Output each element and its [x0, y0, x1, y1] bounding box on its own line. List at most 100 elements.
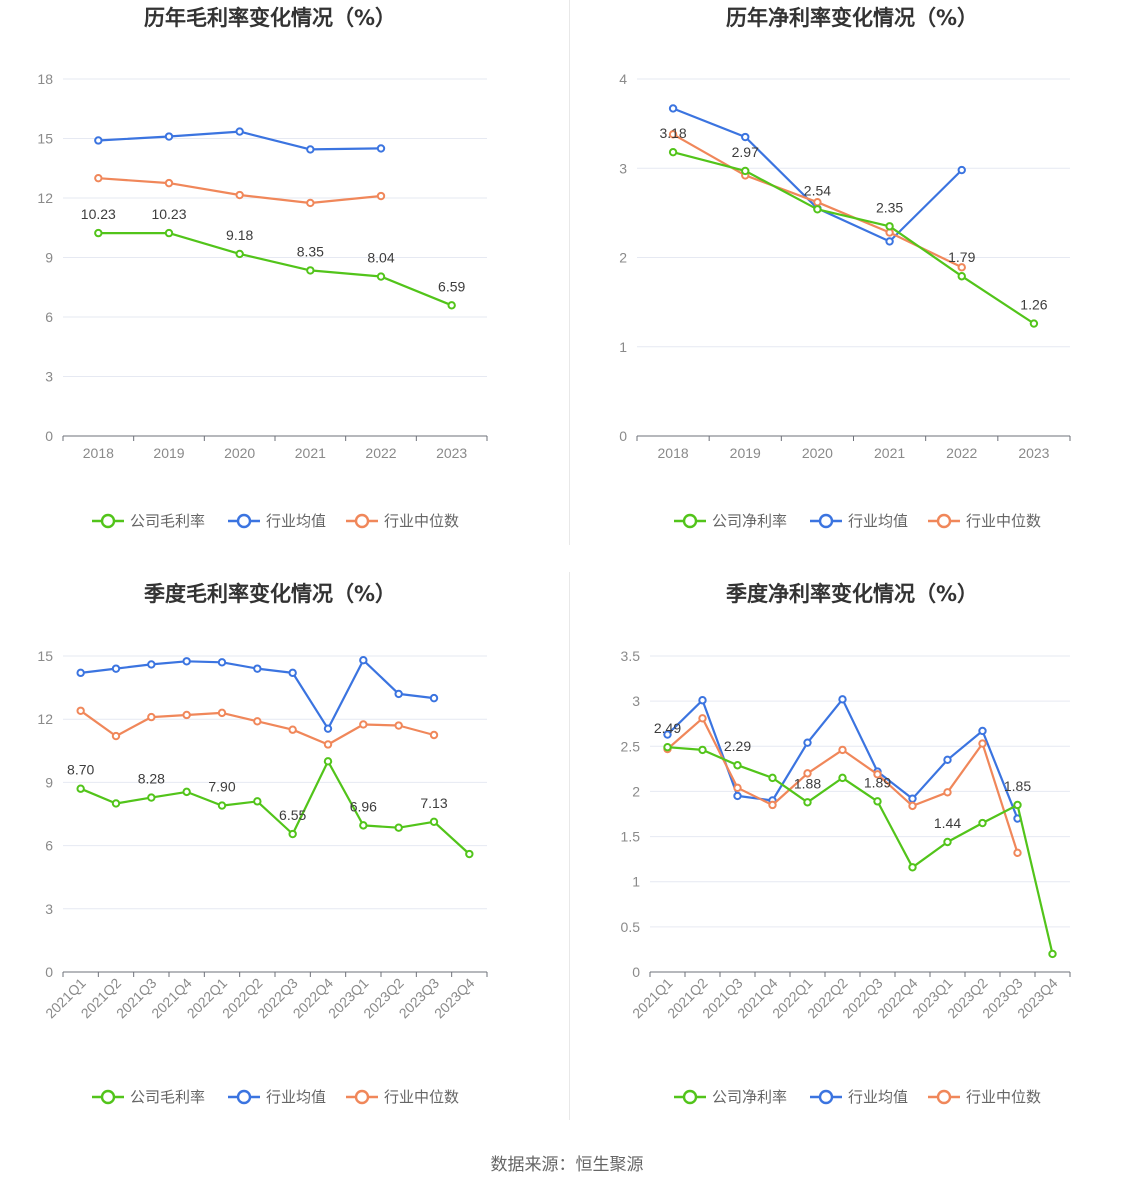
data-point-industry-median — [768, 800, 777, 810]
series-line-company — [80, 760, 471, 855]
data-point-industry-median — [147, 712, 156, 722]
data-label: 8.35 — [297, 243, 324, 259]
y-tick-label: 12 — [37, 190, 53, 206]
legend-label: 行业均值 — [266, 513, 326, 530]
data-point-industry-avg — [908, 794, 917, 803]
data-label: 10.23 — [81, 206, 116, 222]
legend-item-industry-median: 行业中位数 — [928, 1089, 1041, 1106]
x-tick-label: 2023Q4 — [431, 975, 478, 1022]
series-line-industry-avg — [672, 107, 963, 243]
data-point-company — [698, 745, 707, 755]
series-line-industry-median — [80, 709, 435, 746]
data-point-company — [376, 272, 386, 281]
data-label: 6.55 — [279, 807, 306, 823]
data-point-industry-median — [306, 198, 315, 208]
data-label: 1.88 — [794, 775, 821, 791]
data-point-company — [76, 784, 85, 793]
y-tick-label: 1 — [619, 339, 627, 355]
legend-item-company: 公司净利率 — [674, 513, 787, 530]
legend-label: 公司净利率 — [712, 513, 787, 530]
data-point-company — [803, 798, 812, 807]
data-point-industry-median — [733, 783, 742, 793]
data-point-company — [838, 773, 847, 783]
y-tick-label: 1 — [632, 874, 640, 890]
y-tick-label: 2 — [632, 783, 640, 799]
y-tick-label: 0 — [619, 428, 627, 444]
x-tick-label: 2022 — [365, 445, 396, 461]
y-tick-label: 18 — [37, 71, 53, 87]
data-point-company — [429, 817, 439, 826]
y-tick-label: 0 — [45, 428, 53, 444]
data-point-company — [182, 787, 191, 797]
y-tick-label: 3 — [45, 901, 53, 917]
data-label: 7.90 — [208, 779, 235, 795]
data-label: 2.35 — [876, 199, 903, 215]
data-point-company — [359, 821, 368, 830]
legend-item-industry-median: 行业中位数 — [346, 1089, 459, 1106]
legend-label: 行业均值 — [848, 1089, 908, 1106]
data-point-industry-avg — [182, 657, 191, 666]
data-point-company — [733, 761, 742, 770]
chart-title: 季度净利率变化情况（%） — [726, 582, 978, 606]
x-tick-label: 2021 — [295, 445, 326, 461]
series-line-industry-median — [98, 177, 382, 205]
data-point-company — [668, 147, 678, 157]
legend-marker-icon — [818, 1089, 834, 1105]
data-point-industry-median — [217, 708, 227, 718]
data-point-industry-avg — [885, 237, 894, 246]
data-label: 6.59 — [438, 278, 465, 294]
legend-label: 行业中位数 — [966, 513, 1041, 530]
data-point-company — [957, 272, 966, 281]
data-point-company — [253, 797, 262, 806]
legend-marker-icon — [354, 1089, 370, 1105]
data-point-industry-median — [908, 801, 917, 811]
y-tick-label: 2 — [619, 250, 627, 266]
x-tick-label: 2018 — [658, 445, 689, 461]
legend-item-industry-median: 行业中位数 — [928, 513, 1041, 530]
chart-title: 历年净利率变化情况（%） — [726, 6, 978, 30]
data-point-industry-median — [288, 725, 297, 734]
legend-marker-icon — [236, 1089, 252, 1105]
data-point-company — [908, 863, 917, 872]
data-point-company — [323, 757, 333, 766]
series-line-company — [98, 232, 453, 307]
legend-item-industry-median: 行业中位数 — [346, 513, 459, 530]
data-point-industry-avg — [94, 136, 103, 145]
data-point-industry-avg — [217, 658, 227, 667]
data-point-industry-avg — [957, 165, 966, 175]
data-point-industry-avg — [323, 724, 333, 733]
y-tick-label: 3 — [45, 369, 53, 385]
data-point-company — [873, 797, 882, 806]
data-point-company — [111, 799, 121, 808]
chart-title: 历年毛利率变化情况（%） — [144, 6, 396, 30]
data-point-industry-median — [873, 770, 882, 779]
legend-marker-icon — [236, 513, 252, 529]
data-point-industry-median — [1013, 848, 1022, 858]
quarterly-net-margin-chart: 季度净利率变化情况（%）00.511.522.533.52021Q12021Q2… — [621, 582, 1071, 1106]
data-point-industry-avg — [698, 696, 707, 705]
data-point-company — [741, 166, 750, 176]
data-point-industry-avg — [668, 104, 678, 113]
data-label: 9.18 — [226, 227, 253, 243]
data-point-company — [465, 849, 474, 859]
data-label: 2.49 — [654, 720, 681, 736]
y-tick-label: 6 — [45, 309, 53, 325]
y-tick-label: 2.5 — [621, 738, 641, 754]
data-point-company — [663, 742, 672, 752]
data-point-company — [978, 818, 987, 828]
data-point-company — [394, 823, 403, 832]
legend-label: 公司毛利率 — [130, 1089, 205, 1106]
data-point-industry-median — [429, 730, 439, 740]
x-tick-label: 2018 — [83, 445, 114, 461]
legend-item-company: 公司毛利率 — [92, 1089, 205, 1106]
data-point-industry-avg — [76, 668, 85, 678]
data-label: 2.29 — [724, 738, 751, 754]
data-point-industry-median — [394, 721, 403, 730]
legend-item-industry-avg: 行业均值 — [228, 513, 326, 530]
data-point-industry-median — [359, 720, 368, 729]
data-label: 7.13 — [420, 795, 447, 811]
legend-label: 行业中位数 — [384, 513, 459, 530]
data-point-industry-median — [838, 745, 847, 755]
data-point-industry-median — [253, 717, 262, 726]
y-tick-label: 15 — [37, 648, 53, 664]
